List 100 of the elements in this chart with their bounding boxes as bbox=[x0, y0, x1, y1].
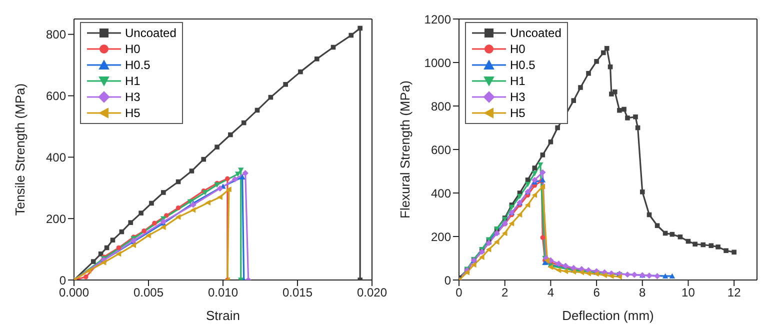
point bbox=[625, 116, 630, 120]
x-tick-label: 0.005 bbox=[133, 286, 164, 300]
point bbox=[612, 89, 618, 94]
point bbox=[190, 207, 196, 213]
point bbox=[479, 254, 484, 260]
legend-label: H3 bbox=[510, 90, 526, 104]
point bbox=[471, 262, 476, 268]
point bbox=[524, 202, 530, 208]
point bbox=[494, 239, 500, 245]
point bbox=[724, 248, 728, 254]
point bbox=[228, 132, 233, 138]
point bbox=[508, 220, 514, 226]
point bbox=[508, 204, 515, 210]
point bbox=[161, 190, 166, 195]
y-tick-label: 400 bbox=[430, 186, 452, 200]
point bbox=[160, 224, 166, 230]
point bbox=[532, 192, 538, 198]
point bbox=[692, 242, 698, 247]
point bbox=[189, 168, 194, 174]
point bbox=[586, 70, 591, 76]
y-tick-label: 0 bbox=[444, 273, 452, 288]
point bbox=[86, 268, 92, 274]
point bbox=[654, 223, 660, 228]
point bbox=[540, 235, 546, 240]
y-tick-label: 600 bbox=[46, 89, 66, 104]
legend-label: H0 bbox=[510, 42, 526, 56]
point bbox=[532, 166, 538, 170]
point bbox=[239, 174, 246, 180]
point bbox=[225, 176, 230, 182]
point bbox=[633, 114, 638, 120]
legend-label: H5 bbox=[510, 106, 526, 120]
point bbox=[110, 238, 116, 242]
y-tick-label: 600 bbox=[430, 142, 452, 157]
legend-label: H0.5 bbox=[125, 58, 150, 72]
point bbox=[555, 125, 560, 130]
point bbox=[175, 214, 181, 220]
point bbox=[608, 64, 613, 70]
x-tick-label: 6 bbox=[593, 286, 600, 300]
point bbox=[540, 152, 546, 158]
point bbox=[152, 220, 157, 226]
y-axis-title: Tensile Strength (MPa) bbox=[12, 83, 28, 216]
point bbox=[84, 274, 88, 280]
point bbox=[678, 234, 683, 240]
point bbox=[283, 82, 288, 87]
x-tick-label: 0.015 bbox=[282, 286, 313, 300]
y-tick-label: 1200 bbox=[424, 12, 452, 26]
point bbox=[601, 50, 606, 56]
point bbox=[617, 108, 622, 113]
point bbox=[142, 228, 146, 234]
point bbox=[562, 262, 569, 269]
y-tick-label: 800 bbox=[430, 99, 452, 114]
y-tick-label: 0 bbox=[59, 273, 66, 288]
point bbox=[540, 184, 546, 190]
legend-label: Uncoated bbox=[510, 26, 562, 40]
legend-label: H3 bbox=[125, 90, 140, 104]
point bbox=[90, 259, 96, 264]
point bbox=[298, 69, 303, 74]
point bbox=[622, 106, 626, 112]
x-tick-label: 12 bbox=[727, 286, 742, 300]
legend-label: H0.5 bbox=[510, 58, 536, 72]
point bbox=[562, 268, 568, 274]
point bbox=[578, 85, 583, 90]
point bbox=[201, 156, 206, 162]
x-tick-label: 4 bbox=[547, 286, 554, 300]
point bbox=[608, 273, 614, 279]
point bbox=[216, 185, 224, 192]
point bbox=[540, 169, 546, 176]
legend-label: Uncoated bbox=[125, 26, 176, 40]
point bbox=[708, 243, 714, 248]
point bbox=[128, 220, 134, 225]
point bbox=[602, 272, 607, 278]
point bbox=[700, 242, 706, 248]
point bbox=[669, 273, 676, 278]
point bbox=[187, 199, 194, 205]
point bbox=[548, 139, 554, 144]
point bbox=[716, 244, 720, 250]
x-tick-label: 10 bbox=[682, 286, 696, 300]
point bbox=[100, 260, 106, 266]
point bbox=[486, 246, 492, 252]
y-tick-label: 800 bbox=[46, 28, 66, 42]
point bbox=[130, 242, 136, 248]
point bbox=[654, 272, 660, 280]
point bbox=[532, 176, 538, 184]
point bbox=[348, 32, 354, 38]
point bbox=[616, 274, 622, 280]
y-tick-label: 400 bbox=[46, 150, 66, 164]
point bbox=[138, 210, 144, 216]
y-tick-label: 200 bbox=[430, 230, 452, 244]
point bbox=[146, 232, 151, 238]
point bbox=[594, 59, 599, 64]
point bbox=[235, 172, 241, 177]
point bbox=[524, 182, 531, 188]
legend-label: H0 bbox=[125, 42, 140, 56]
point bbox=[624, 271, 631, 278]
x-axis-title: Deflection (mm) bbox=[562, 308, 654, 323]
point bbox=[226, 186, 232, 192]
point bbox=[358, 26, 362, 31]
x-axis-title: Strain bbox=[206, 308, 240, 323]
point bbox=[232, 176, 238, 182]
x-tick-label: 8 bbox=[639, 286, 646, 300]
